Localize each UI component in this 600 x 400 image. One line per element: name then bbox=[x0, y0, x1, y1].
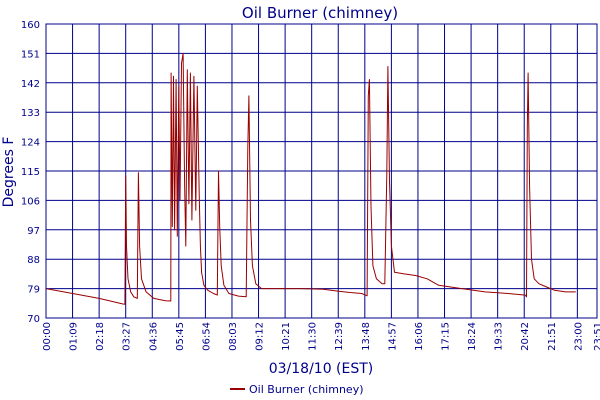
x-tick-label: 05:45 bbox=[175, 322, 186, 351]
y-tick-label: 142 bbox=[21, 79, 40, 90]
legend-label: Oil Burner (chimney) bbox=[249, 383, 364, 396]
x-tick-label: 11:30 bbox=[308, 322, 319, 351]
x-tick-label: 12:39 bbox=[334, 322, 345, 351]
y-tick-labels: 70 79 88 97 106 115 124 133 142 151 160 bbox=[21, 20, 40, 325]
y-axis-label: Degrees F bbox=[1, 137, 17, 208]
x-tick-label: 10:21 bbox=[281, 322, 292, 351]
y-tick-label: 106 bbox=[21, 196, 40, 207]
x-tick-label: 14:57 bbox=[387, 322, 398, 351]
y-tick-label: 97 bbox=[27, 226, 40, 237]
y-tick-label: 79 bbox=[27, 285, 40, 296]
x-tick-label: 16:06 bbox=[414, 322, 425, 351]
y-tick-label: 88 bbox=[27, 255, 40, 266]
y-tick-label: 124 bbox=[21, 138, 40, 149]
x-tick-label: 09:12 bbox=[255, 322, 266, 351]
x-tick-label: 19:33 bbox=[494, 322, 505, 351]
series-group bbox=[45, 52, 576, 305]
plot-frame bbox=[45, 23, 598, 319]
x-tick-label: 18:24 bbox=[467, 322, 478, 351]
y-tick-label: 115 bbox=[21, 167, 40, 178]
x-tick-labels: 00:00 01:09 02:18 03:27 04:36 05:45 06:54 08:03… bbox=[42, 322, 600, 351]
x-tick-label: 08:03 bbox=[228, 322, 239, 351]
x-tick-label: 04:36 bbox=[148, 322, 159, 351]
x-tick-label: 00:00 bbox=[42, 322, 53, 351]
x-axis-label: 03/18/10 (EST) bbox=[269, 361, 374, 377]
x-tick-label: 02:18 bbox=[95, 322, 106, 351]
x-tick-label: 01:09 bbox=[69, 322, 80, 351]
x-tick-label: 23:00 bbox=[573, 322, 584, 351]
x-tick-label: 03:27 bbox=[122, 322, 133, 351]
legend: Oil Burner (chimney) bbox=[230, 383, 364, 396]
x-tick-label: 06:54 bbox=[201, 322, 212, 351]
x-tick-label: 20:42 bbox=[520, 322, 531, 351]
series-line bbox=[45, 52, 576, 305]
y-tick-label: 70 bbox=[27, 314, 40, 325]
y-tick-label: 133 bbox=[21, 108, 40, 119]
x-tick-label: 13:48 bbox=[361, 322, 372, 351]
y-tick-label: 160 bbox=[21, 20, 40, 31]
chart-title: Oil Burner (chimney) bbox=[242, 4, 398, 22]
x-tick-label: 21:51 bbox=[547, 322, 558, 351]
x-tick-label: 17:15 bbox=[441, 322, 452, 351]
y-tick-label: 151 bbox=[21, 49, 40, 60]
x-tick-label: 23:51 bbox=[593, 322, 600, 351]
